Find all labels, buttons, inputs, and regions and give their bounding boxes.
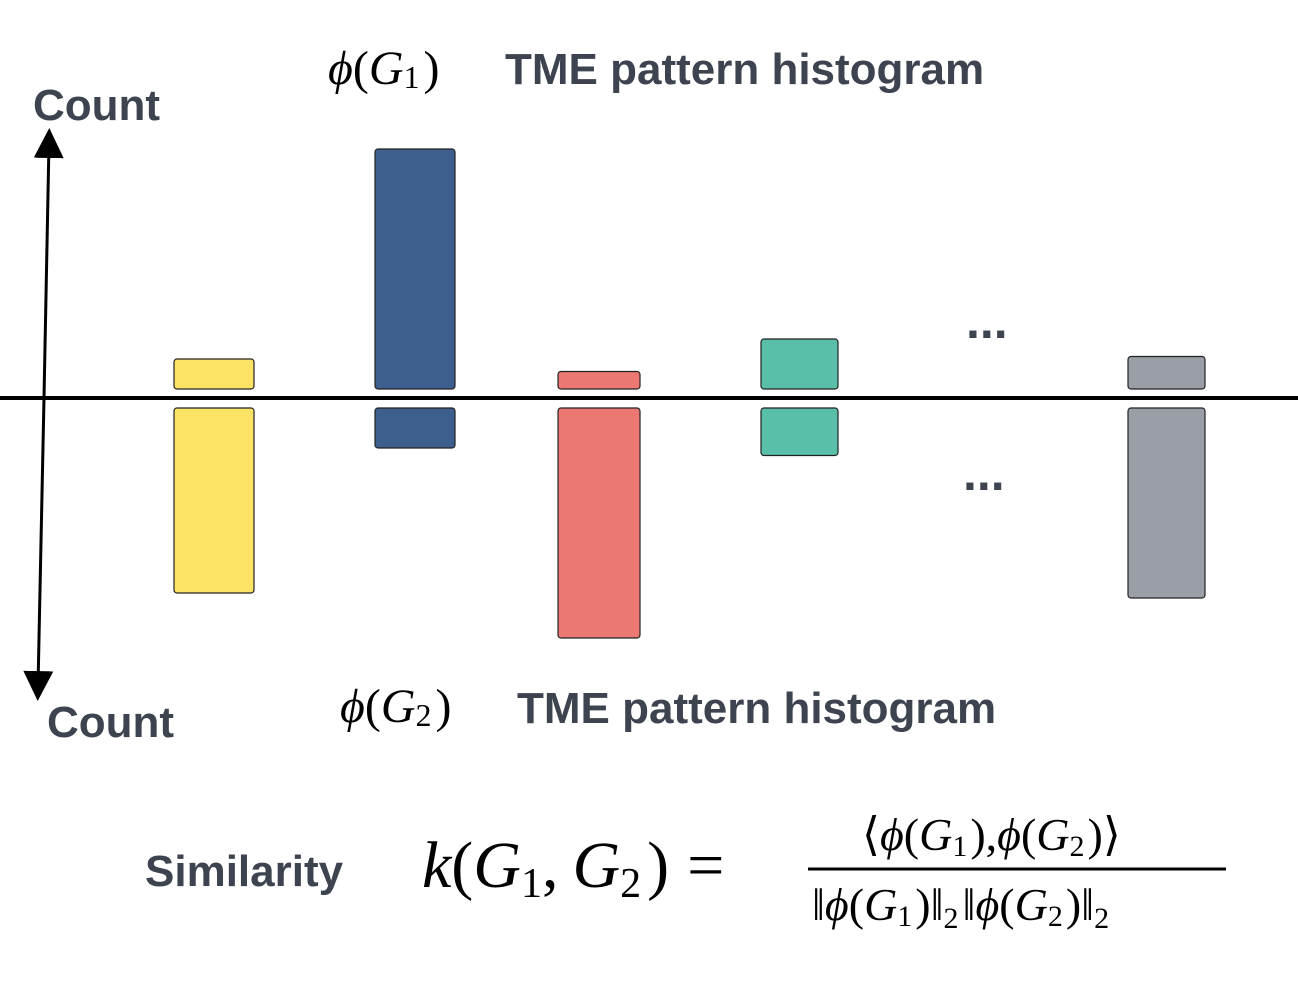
bar-down-4 — [760, 407, 839, 457]
bar-up-1 — [173, 358, 255, 390]
similarity-label: Similarity — [145, 847, 344, 896]
formula-denominator: ‖ϕ(G1)‖2‖ϕ(G2)‖2 — [812, 879, 1109, 935]
bar-up-4 — [760, 338, 839, 390]
bar-down-3 — [557, 407, 641, 639]
bar-down-6 — [1127, 407, 1206, 599]
phi-g2-label: ϕ(G2) — [340, 680, 451, 733]
bar-up-2 — [374, 148, 456, 390]
bar-up-3 — [557, 370, 641, 390]
ellipsis-top: ... — [966, 293, 1008, 349]
bar-down-1 — [173, 407, 255, 594]
count-label-top: Count — [33, 81, 160, 130]
ellipsis-bottom: ... — [963, 445, 1005, 501]
kernel-formula-lhs: k(G1, G2) = — [422, 829, 724, 907]
phi-g1-label: ϕ(G1) — [328, 42, 439, 95]
y-axis-arrow-down — [23, 397, 54, 701]
formula-numerator: ⟨ϕ(G1),ϕ(G2)⟩ — [862, 809, 1121, 863]
histogram-title-bottom: TME pattern histogram — [517, 684, 996, 733]
bar-up-6 — [1127, 355, 1206, 390]
count-label-bottom: Count — [47, 698, 174, 747]
bars-group — [173, 148, 1206, 639]
bar-down-2 — [374, 407, 456, 449]
histogram-title-top: TME pattern histogram — [505, 45, 984, 94]
y-axis-arrow-up — [33, 128, 64, 399]
